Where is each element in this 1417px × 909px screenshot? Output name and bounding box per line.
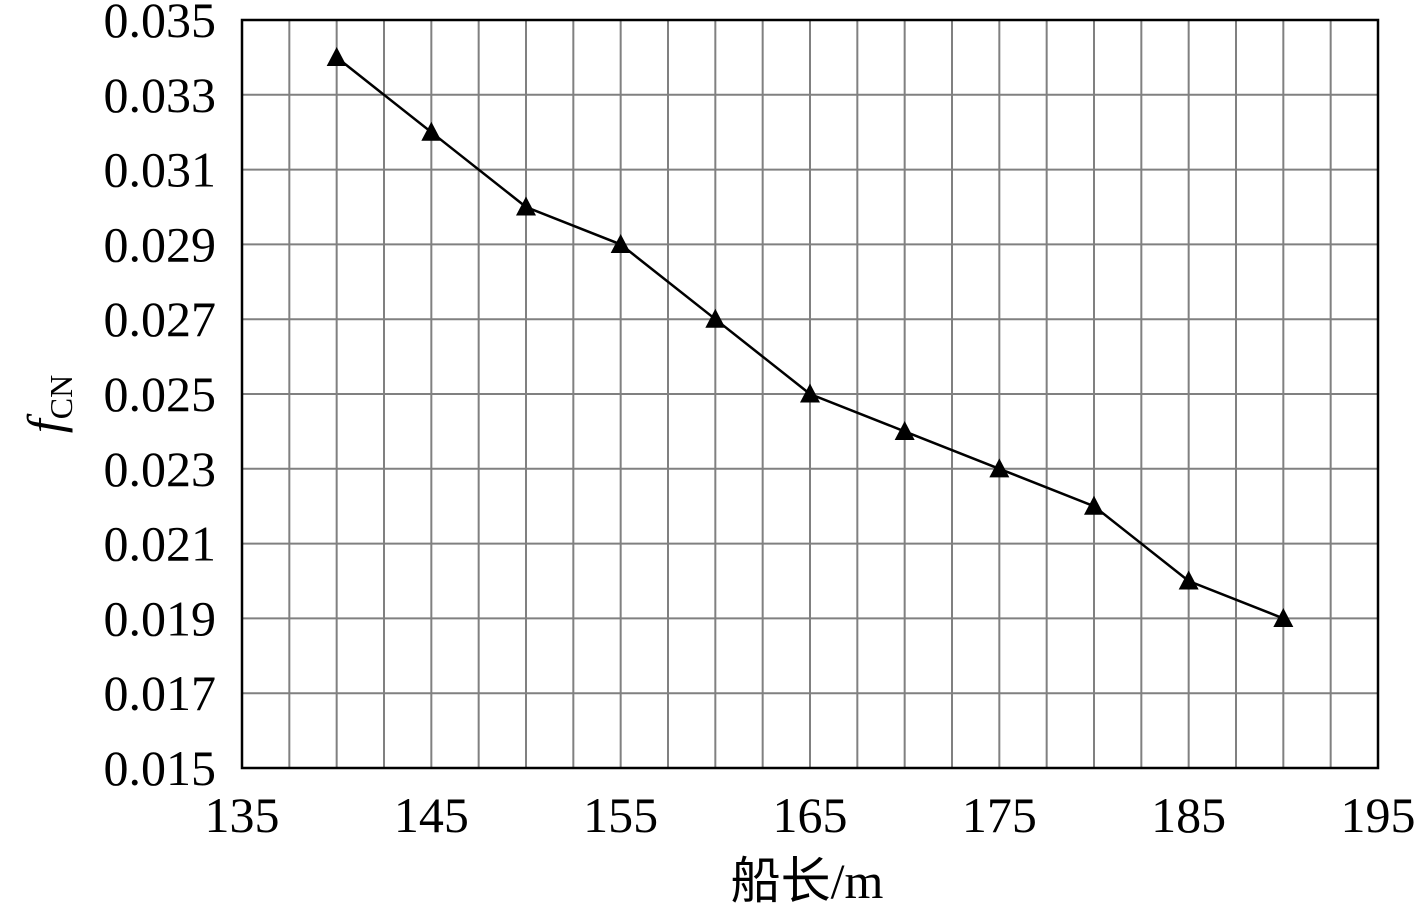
x-tick-label: 175 — [962, 787, 1037, 843]
y-tick-label: 0.029 — [104, 216, 217, 272]
x-tick-label: 145 — [394, 787, 469, 843]
data-point-marker — [516, 196, 536, 216]
y-axis-label-sub: CN — [43, 375, 79, 419]
grid — [242, 20, 1378, 768]
data-point-marker — [1084, 495, 1104, 515]
x-tick-label: 135 — [205, 787, 280, 843]
y-tick-label: 0.017 — [104, 665, 217, 721]
y-tick-label: 0.015 — [104, 740, 217, 796]
data-point-marker — [705, 308, 726, 328]
y-tick-label: 0.019 — [104, 590, 217, 646]
y-tick-label: 0.033 — [104, 67, 217, 123]
y-tick-label: 0.023 — [104, 441, 217, 497]
y-tick-label: 0.027 — [104, 291, 217, 347]
data-point-marker — [1273, 607, 1294, 627]
data-point-marker — [894, 420, 915, 440]
y-tick-label: 0.025 — [104, 366, 217, 422]
y-tick-label: 0.035 — [104, 0, 217, 48]
data-point-marker — [800, 383, 820, 403]
data-point-marker — [989, 458, 1010, 478]
x-tick-label: 155 — [583, 787, 658, 843]
data-point-marker — [610, 233, 631, 253]
y-tick-label: 0.031 — [104, 142, 217, 198]
x-tick-label: 185 — [1151, 787, 1226, 843]
markers — [326, 46, 1294, 627]
data-point-marker — [326, 46, 347, 66]
data-point-marker — [421, 121, 442, 141]
data-point-marker — [1178, 570, 1199, 590]
x-tick-label: 165 — [773, 787, 848, 843]
plot-frame — [240, 18, 1380, 770]
x-axis-label: 船长/m — [731, 853, 884, 909]
y-axis-label: fCN — [17, 375, 79, 433]
y-tick-labels: 0.015 0.017 0.019 0.021 0.023 0.025 0.027 0.029… — [104, 0, 217, 796]
x-tick-label: 195 — [1341, 787, 1416, 843]
y-tick-label: 0.021 — [104, 516, 217, 572]
x-tick-labels: 135 145 155 165 175 185 195 — [205, 787, 1416, 843]
